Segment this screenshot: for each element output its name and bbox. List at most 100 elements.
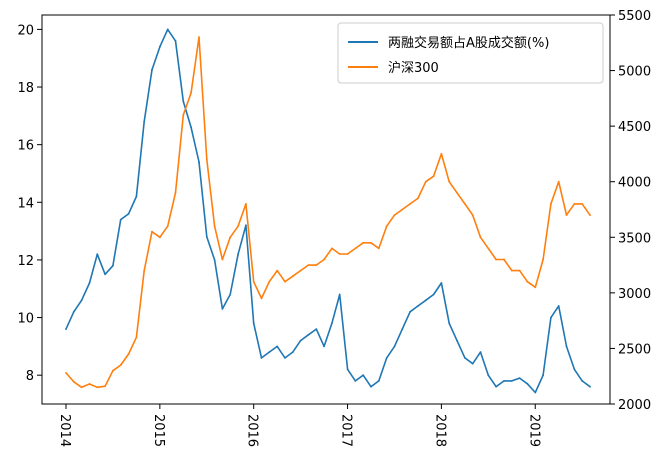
data-point <box>370 385 372 388</box>
data-point <box>135 195 138 198</box>
left-tick-label: 14 <box>17 196 34 211</box>
data-point <box>104 273 106 276</box>
data-point <box>151 230 153 233</box>
data-point <box>252 322 255 325</box>
data-point <box>166 225 169 228</box>
right-tick-label: 4500 <box>618 120 651 135</box>
series-layer <box>65 28 591 394</box>
data-point <box>550 203 552 205</box>
data-point <box>174 40 177 42</box>
data-point <box>448 180 451 183</box>
data-point <box>471 214 474 217</box>
data-point <box>331 322 333 325</box>
data-point <box>237 253 240 256</box>
data-point <box>268 280 271 283</box>
data-point <box>276 345 279 348</box>
data-point <box>198 36 200 39</box>
data-point <box>119 364 122 366</box>
x-tick-label: 2017 <box>339 414 354 447</box>
legend-label-csi300: 沪深300 <box>388 60 439 76</box>
data-point <box>65 328 67 330</box>
data-point <box>159 236 161 239</box>
right-tick-label: 5000 <box>618 65 651 80</box>
data-point <box>323 345 325 348</box>
data-point <box>401 328 404 330</box>
data-point <box>96 386 99 389</box>
data-point <box>557 180 560 183</box>
data-point <box>166 28 169 31</box>
data-point <box>72 310 75 313</box>
right-tick-label: 2500 <box>618 342 651 357</box>
data-point <box>112 264 114 267</box>
data-point <box>456 191 458 194</box>
data-point <box>315 264 318 266</box>
legend-box <box>337 22 604 84</box>
data-point <box>479 236 482 239</box>
data-point <box>534 286 537 289</box>
data-point <box>245 224 247 227</box>
data-point <box>385 357 388 359</box>
data-point <box>221 308 224 310</box>
data-point <box>526 382 529 385</box>
legend: 两融交易额占A股成交额(%) 沪深300 <box>337 22 604 84</box>
data-point <box>393 345 396 348</box>
data-point <box>370 241 372 244</box>
data-point <box>424 180 427 183</box>
left-y-axis: 8 10 12 14 16 18 20 <box>17 23 42 384</box>
data-point <box>205 236 208 238</box>
data-point <box>487 374 490 377</box>
data-point <box>542 258 544 261</box>
data-point <box>299 269 302 272</box>
data-point <box>471 362 474 365</box>
data-point <box>260 357 263 359</box>
data-point <box>526 280 529 283</box>
data-point <box>550 316 552 319</box>
data-point <box>205 158 208 161</box>
data-point <box>159 45 161 48</box>
data-point <box>182 114 185 116</box>
data-point <box>565 345 568 348</box>
data-point <box>299 339 302 342</box>
data-point <box>307 333 310 336</box>
x-tick-label: 2015 <box>151 414 166 447</box>
data-point <box>503 380 505 382</box>
data-point <box>190 126 193 129</box>
data-point <box>542 374 544 377</box>
data-point <box>377 380 380 382</box>
data-point <box>127 212 130 215</box>
data-point <box>276 269 279 272</box>
right-tick-label: 3000 <box>618 287 651 302</box>
data-point <box>401 208 404 211</box>
data-point <box>417 197 419 200</box>
data-point <box>581 203 584 205</box>
data-point <box>495 258 497 261</box>
data-point <box>213 259 216 261</box>
data-point <box>510 269 513 272</box>
data-point <box>88 282 91 284</box>
left-tick-label: 18 <box>17 81 34 96</box>
data-point <box>260 297 263 300</box>
data-point <box>323 258 325 261</box>
data-point <box>346 368 349 371</box>
data-point <box>417 305 419 307</box>
data-point <box>503 258 505 261</box>
data-point <box>88 383 91 385</box>
right-tick-label: 4000 <box>618 176 651 191</box>
right-y-axis: 2000 2500 3000 3500 4000 4500 5000 5500 <box>610 9 651 413</box>
data-point <box>362 374 365 377</box>
data-point <box>307 264 310 266</box>
data-point <box>65 372 67 374</box>
data-point <box>409 310 411 313</box>
data-point <box>119 218 122 221</box>
data-point <box>245 203 247 205</box>
data-point <box>80 299 83 302</box>
data-point <box>190 91 193 94</box>
x-tick-label: 2016 <box>245 414 260 447</box>
data-point <box>518 269 521 272</box>
data-point <box>291 275 294 278</box>
left-tick-label: 10 <box>17 312 34 327</box>
data-point <box>284 280 286 283</box>
data-point <box>338 253 341 255</box>
data-point <box>464 203 466 205</box>
